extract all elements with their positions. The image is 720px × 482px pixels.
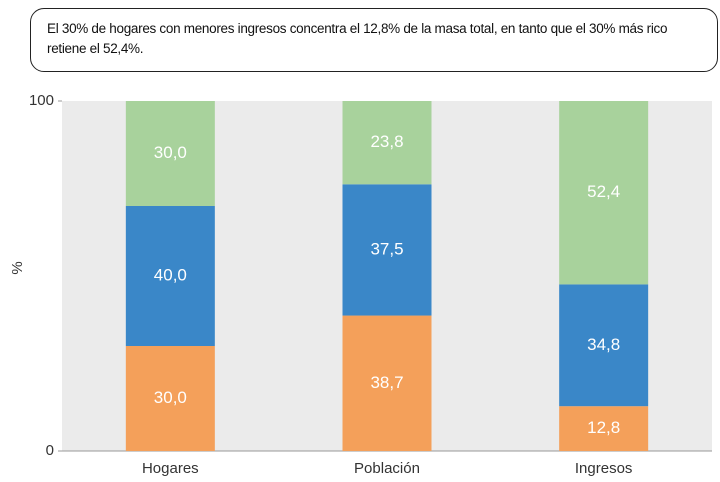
annotation-box: El 30% de hogares con menores ingresos c… [30,8,718,72]
data-label: 40,0 [154,265,187,284]
data-label: 34,8 [587,335,620,354]
bar-segment [559,284,649,407]
x-tick-label: Ingresos [575,460,633,477]
y-tick-label: 100 [29,92,54,109]
bar-segment [342,184,432,316]
x-tick-label: Población [354,460,420,477]
data-label: 30,0 [154,143,187,162]
bar-segment [342,315,432,451]
bar-segment [125,206,215,346]
data-label: 52,4 [587,182,620,201]
x-tick-label: Hogares [142,460,199,477]
bar-segment [559,406,649,451]
bar-segment [342,101,432,185]
bar-segment [125,101,215,206]
data-label: 12,8 [587,418,620,437]
data-label: 30,0 [154,388,187,407]
bar-segment [559,101,649,285]
data-label: 38,7 [370,373,403,392]
bar-segment [125,346,215,451]
y-tick-label: 0 [46,442,54,459]
data-label: 37,5 [370,239,403,258]
data-label: 23,8 [370,132,403,151]
y-axis-label: % [9,261,26,274]
